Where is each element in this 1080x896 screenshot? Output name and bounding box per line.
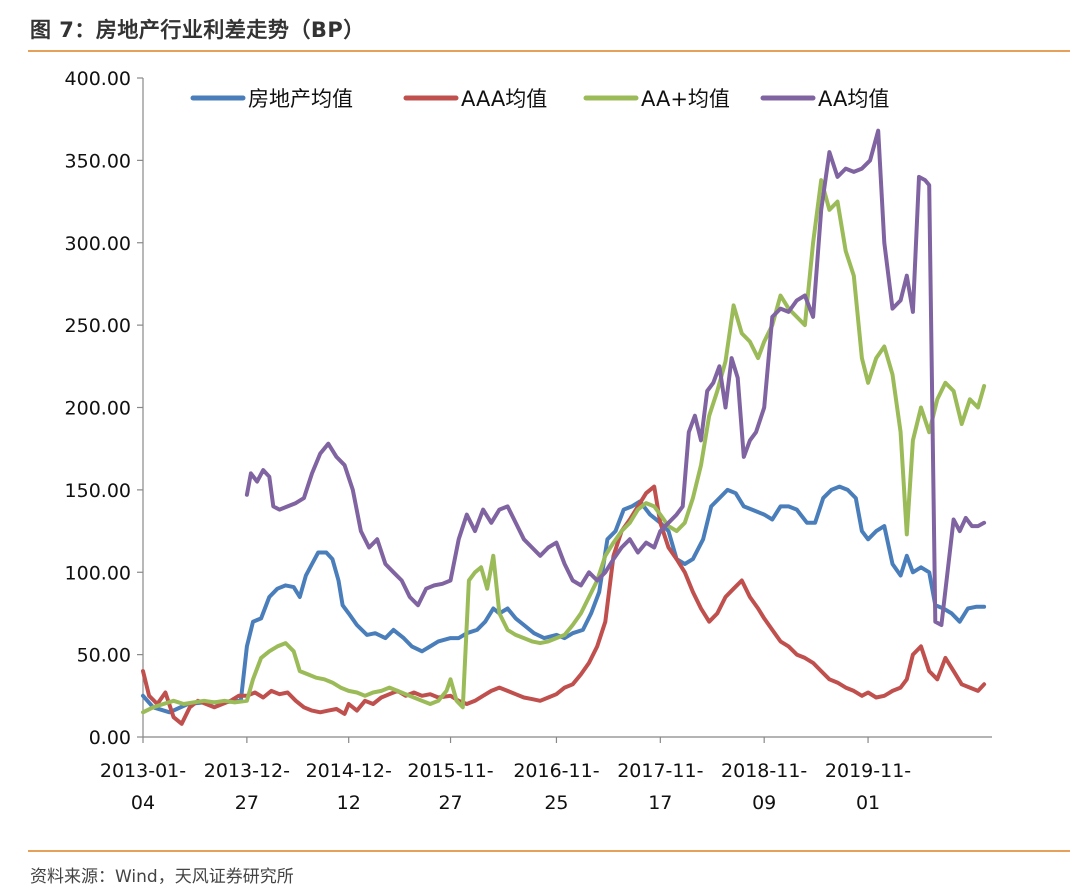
series-line-4 bbox=[244, 128, 987, 627]
figure-title: 图 7：房地产行业利差走势（BP） bbox=[30, 18, 365, 42]
legend-label-2: AAA均值 bbox=[461, 87, 547, 111]
x-tick-label: 2014-12- bbox=[306, 760, 392, 782]
x-tick-label: 2019-11- bbox=[825, 760, 911, 782]
top-divider bbox=[28, 50, 1070, 52]
x-tick-label: 25 bbox=[544, 792, 568, 814]
y-tick-label: 400.00 bbox=[65, 68, 131, 90]
x-tick-label: 27 bbox=[438, 792, 462, 814]
x-tick-label: 2013-12- bbox=[204, 760, 290, 782]
x-axis-ticks: 2013-01- 04 2013-12- 27 2014-12- 12 2015-11- 27… bbox=[100, 737, 911, 814]
x-tick-label: 04 bbox=[131, 792, 155, 814]
x-tick-label: 2018-11- bbox=[721, 760, 807, 782]
y-tick-label: 300.00 bbox=[65, 233, 131, 255]
y-tick-label: 0.00 bbox=[89, 727, 131, 749]
legend-label-3: AA+均值 bbox=[641, 87, 730, 111]
series-lines bbox=[141, 128, 987, 726]
x-tick-label: 01 bbox=[856, 792, 880, 814]
source-note: 资料来源：Wind，天风证券研究所 bbox=[30, 867, 294, 887]
x-tick-label: 12 bbox=[337, 792, 361, 814]
series-line-3 bbox=[141, 178, 987, 715]
bottom-divider bbox=[28, 850, 1070, 852]
x-tick-label: 17 bbox=[648, 792, 672, 814]
y-tick-label: 200.00 bbox=[65, 398, 131, 420]
y-tick-label: 250.00 bbox=[65, 315, 131, 337]
legend-label-4: AA均值 bbox=[818, 87, 889, 111]
y-tick-label: 350.00 bbox=[65, 150, 131, 172]
x-tick-label: 2016-11- bbox=[513, 760, 599, 782]
y-tick-label: 50.00 bbox=[77, 645, 131, 667]
y-axis-ticks: 0.00 50.00 100.00 150.00 200.00 250.00 300.00 3… bbox=[65, 68, 143, 749]
y-tick-label: 100.00 bbox=[65, 562, 131, 584]
x-tick-label: 2015-11- bbox=[407, 760, 493, 782]
chart-canvas: 0.00 50.00 100.00 150.00 200.00 250.00 300.00 3… bbox=[65, 68, 992, 814]
x-tick-label: 2013-01- bbox=[100, 760, 186, 782]
x-tick-label: 27 bbox=[235, 792, 259, 814]
y-tick-label: 150.00 bbox=[65, 480, 131, 502]
legend: 房地产均值 AAA均值 AA+均值 AA均值 bbox=[190, 87, 889, 111]
legend-label-1: 房地产均值 bbox=[248, 87, 353, 111]
x-tick-label: 2017-11- bbox=[617, 760, 703, 782]
x-tick-label: 09 bbox=[752, 792, 776, 814]
series-line-2 bbox=[141, 484, 987, 726]
series-line-1 bbox=[141, 484, 987, 715]
